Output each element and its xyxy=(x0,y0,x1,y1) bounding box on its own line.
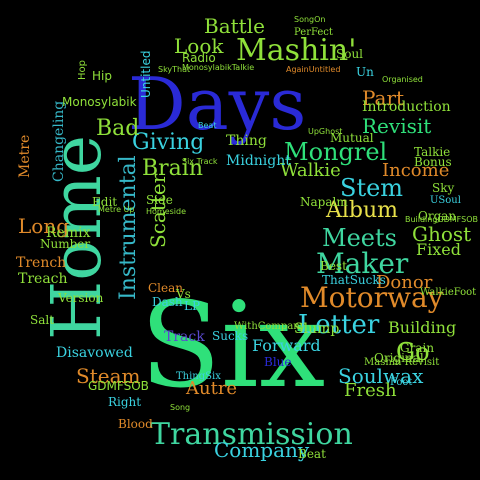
cloud-word: Number xyxy=(40,237,91,251)
cloud-word: UpGhost xyxy=(308,127,343,136)
cloud-word: Sucks xyxy=(212,329,249,343)
cloud-word: Blood xyxy=(118,417,153,431)
cloud-word: Clean xyxy=(148,281,184,295)
cloud-word: Income xyxy=(382,160,450,181)
cloud-word: Introduction xyxy=(362,99,451,115)
cloud-word: Sky xyxy=(432,181,455,195)
cloud-word: Ghost xyxy=(412,222,472,246)
cloud-word: Metre Up xyxy=(98,205,135,214)
cloud-word: Metre xyxy=(17,134,33,178)
cloud-word: Days xyxy=(128,62,307,146)
cloud-word: Slump xyxy=(294,321,340,337)
cloud-word: Original xyxy=(374,351,424,365)
cloud-word: Long xyxy=(18,214,70,238)
cloud-word: Mashin' xyxy=(236,33,357,68)
cloud-word: Napalm xyxy=(300,195,348,209)
cloud-word: Side xyxy=(146,193,173,207)
cloud-word: Walkie xyxy=(280,160,341,181)
cloud-word: Homeside xyxy=(146,207,187,216)
cloud-word: Letter xyxy=(298,310,380,340)
cloud-word: Autre xyxy=(186,378,238,399)
cloud-word: Forward xyxy=(252,336,321,355)
cloud-word: Soul xyxy=(336,47,364,61)
cloud-word: Battle xyxy=(204,14,265,38)
cloud-word: Mongrel xyxy=(284,138,388,166)
cloud-word: AgainUntitled xyxy=(286,65,341,74)
cloud-word: Company xyxy=(214,438,310,462)
cloud-word: Six xyxy=(140,276,326,414)
cloud-word: Un xyxy=(356,65,374,79)
cloud-word: Trench xyxy=(16,255,67,271)
cloud-word: Grain xyxy=(400,341,435,355)
cloud-word: Maker xyxy=(316,247,409,280)
cloud-word: Bonus xyxy=(414,155,452,169)
cloud-word: Album xyxy=(326,198,399,223)
cloud-word: Go xyxy=(396,338,430,366)
cloud-word: Fixed xyxy=(416,240,461,259)
cloud-word: Transmission xyxy=(150,417,353,452)
cloud-word: Foot xyxy=(390,377,413,388)
cloud-word: Part xyxy=(362,86,405,110)
cloud-word: Soulwax xyxy=(338,364,424,388)
cloud-word: Mashin Revisit xyxy=(364,357,440,368)
cloud-word: Talkie xyxy=(414,145,451,159)
cloud-word: SkyThat xyxy=(158,65,191,74)
cloud-word: GDMFSOB xyxy=(88,379,149,393)
cloud-word: Instrumental xyxy=(116,155,141,300)
cloud-word: Blue xyxy=(264,355,292,369)
cloud-word: Hip xyxy=(92,69,112,83)
cloud-word: Radio xyxy=(182,51,216,65)
cloud-word: BuildingGDMFSOB xyxy=(404,215,478,224)
cloud-word: Fresh xyxy=(344,380,397,401)
cloud-word: Edit xyxy=(92,195,118,209)
cloud-word: Steam xyxy=(76,364,141,388)
cloud-word: Donor xyxy=(376,272,433,293)
cloud-word: Vs xyxy=(176,287,191,301)
cloud-word: WalkieFoot xyxy=(420,287,477,298)
cloud-word: Track xyxy=(164,329,205,345)
cloud-word: Song xyxy=(170,403,191,412)
cloud-word: Stem xyxy=(340,174,404,202)
cloud-word: Salt xyxy=(30,313,55,327)
cloud-word: PerFect xyxy=(294,27,333,38)
cloud-word: Brain xyxy=(142,156,204,181)
cloud-word: Dash xyxy=(152,295,183,309)
cloud-word: Thing xyxy=(226,133,267,149)
cloud-word: Meets xyxy=(322,224,397,252)
cloud-word: Treach xyxy=(18,271,68,287)
cloud-word: ThingSix xyxy=(176,371,221,382)
cloud-word: Untitled xyxy=(139,50,153,98)
cloud-word: SongOn xyxy=(294,15,326,24)
cloud-word: Look xyxy=(174,34,224,58)
cloud-word: Organ xyxy=(418,209,457,223)
cloud-word: Monosylabik xyxy=(62,95,137,109)
cloud-word: Changeling xyxy=(51,100,67,182)
cloud-word: WithCompany xyxy=(234,321,306,332)
cloud-word: LP xyxy=(184,299,201,313)
cloud-word: Midnight xyxy=(226,153,291,169)
cloud-word: Remix xyxy=(46,225,91,241)
cloud-word: ThatSucks xyxy=(322,273,386,287)
cloud-word: Giving xyxy=(132,130,205,155)
cloud-word: USoul xyxy=(430,195,461,206)
cloud-word: Six Track xyxy=(182,157,218,166)
cloud-word: Right xyxy=(108,395,142,409)
cloud-word: Disavowed xyxy=(56,345,133,361)
cloud-word: Beat xyxy=(198,121,217,130)
cloud-word: Best xyxy=(320,259,347,273)
cloud-word: MonosylabikTalkie xyxy=(182,63,255,72)
cloud-word: Hop xyxy=(77,60,88,80)
cloud-word: Organised xyxy=(382,75,423,84)
cloud-word: Building xyxy=(388,318,457,337)
cloud-word: Revisit xyxy=(362,114,432,138)
cloud-word: Motorway xyxy=(300,281,444,314)
cloud-word: Beat xyxy=(298,447,326,461)
cloud-word: Version xyxy=(58,291,104,305)
cloud-word: Mutual xyxy=(330,131,374,145)
cloud-word: Bad xyxy=(96,116,140,141)
